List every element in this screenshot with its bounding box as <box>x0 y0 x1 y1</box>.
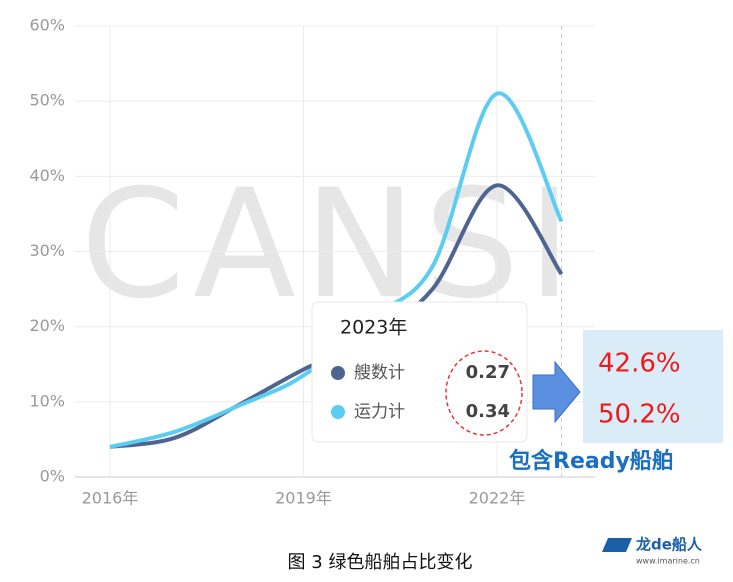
caption: 图 3 绿色船舶占比变化 <box>288 552 473 573</box>
tooltip-series: 运力计 <box>354 402 405 422</box>
x-tick-label: 2022年 <box>469 489 526 508</box>
tooltip-series: 艘数计 <box>354 363 405 383</box>
highlight-ellipse <box>445 350 523 436</box>
tooltip-title: 2023年 <box>340 317 407 339</box>
tooltip-dot <box>331 405 345 419</box>
annotation-value: 50.2% <box>598 400 681 430</box>
tooltip-value: 0.27 <box>466 362 510 383</box>
logo-icon <box>602 538 632 552</box>
y-tick-label: 40% <box>29 166 65 185</box>
logo-url: www.imarine.cn <box>636 557 700 566</box>
y-tick-label: 50% <box>29 91 65 110</box>
annotation-box <box>583 330 723 443</box>
logo-name: 龙de船人 <box>635 536 703 554</box>
y-tick-label: 60% <box>29 16 65 35</box>
x-tick-label: 2019年 <box>275 489 332 508</box>
tooltip-box <box>311 301 528 443</box>
y-tick-label: 10% <box>29 391 65 410</box>
y-tick-label: 0% <box>40 467 65 486</box>
tooltip-dot <box>331 366 345 380</box>
arrow <box>532 360 581 424</box>
annotation-value: 42.6% <box>598 349 681 379</box>
tooltip-value: 0.34 <box>466 401 510 422</box>
x-tick-label: 2016年 <box>82 489 139 508</box>
y-tick-label: 30% <box>29 241 65 260</box>
annotation-note: 包含Ready船舶 <box>509 448 674 474</box>
y-tick-label: 20% <box>29 316 65 335</box>
